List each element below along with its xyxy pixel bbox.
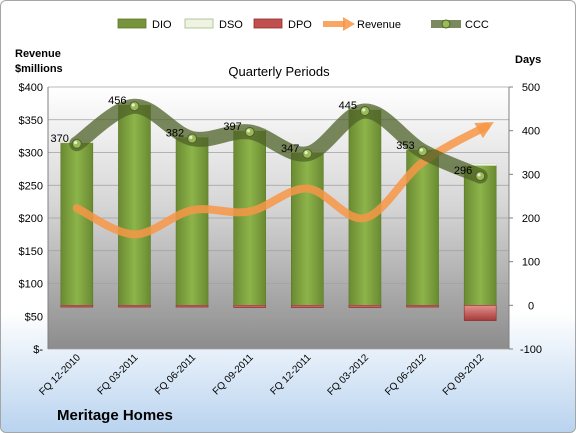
right-tick-label: 500 [522, 82, 540, 94]
ccc-point [359, 106, 370, 117]
ccc-data-label: 347 [281, 143, 299, 155]
dpo-bar [118, 305, 151, 308]
dpo-bar [463, 305, 497, 321]
x-tick-label-fq-03-2011: FQ 03-2011 [96, 352, 141, 397]
left-tick-label: $300 [19, 148, 43, 160]
legend-label-ccc: CCC [465, 19, 489, 31]
ccc-point-highlight [419, 148, 423, 152]
right-tick-label: 300 [522, 169, 540, 181]
dpo-bar [291, 305, 324, 308]
x-tick-label-fq-06-2012: FQ 06-2012 [383, 352, 429, 398]
x-tick-label-fq-03-2012: FQ 03-2012 [326, 352, 372, 398]
ccc-point [187, 133, 198, 144]
dio-bar [60, 142, 94, 306]
right-axis-ticks: -100 0 100 200 300 400 500 [508, 82, 542, 356]
x-tick-label-fq-09-2011: FQ 09-2011 [211, 352, 256, 397]
dpo-bar [233, 305, 266, 308]
ccc-point-highlight [131, 103, 135, 107]
legend-swatch-revenue-head [343, 17, 355, 31]
legend-label-dio: DIO [152, 19, 172, 31]
left-tick-label: $100 [19, 279, 43, 291]
dio-bar [291, 152, 324, 306]
ccc-point-highlight [246, 129, 251, 133]
x-tick-label-fq-09-2012: FQ 09-2012 [441, 352, 487, 398]
right-axis-label: Days [515, 54, 541, 66]
x-axis-ticks: FQ 12-2010 FQ 03-2011 FQ 06-2011 FQ 09-2011… [37, 352, 486, 398]
ccc-point [129, 101, 140, 112]
ccc-point-highlight [304, 151, 308, 155]
x-tick-label-fq-12-2011: FQ 12-2011 [268, 352, 313, 397]
legend-swatch-dso [184, 18, 214, 29]
left-tick-label: $150 [19, 246, 43, 258]
x-tick-label-fq-12-2010: FQ 12-2010 [37, 352, 83, 398]
legend: DIO DSO DPO Revenue CCC [117, 17, 489, 31]
right-tick-label: 200 [522, 213, 540, 225]
left-tick-label: $- [33, 344, 43, 356]
revenue-line [72, 121, 494, 239]
ccc-point-highlight [362, 108, 366, 112]
ccc-data-label: 382 [166, 128, 184, 140]
left-axis-label-line1: Revenue [15, 48, 61, 60]
ccc-point-highlight [477, 173, 481, 177]
ccc-point [71, 138, 82, 149]
right-tick-label: 0 [528, 300, 534, 312]
legend-swatch-dio [117, 18, 147, 29]
right-tick-label: 100 [522, 257, 540, 269]
dpo-bar [60, 305, 94, 308]
dpo-bar [348, 305, 382, 308]
dio-bar [118, 104, 151, 306]
right-tick-label: 400 [522, 126, 540, 138]
legend-label-dso: DSO [219, 19, 243, 31]
dio-bar [233, 130, 266, 306]
legend-label-dpo: DPO [288, 19, 312, 31]
ccc-point-highlight [189, 135, 193, 139]
ccc-point-highlight [74, 140, 78, 145]
bars [60, 102, 497, 321]
left-tick-label: $250 [19, 180, 43, 192]
ccc-data-label: 397 [223, 121, 241, 133]
dio-bar [463, 165, 497, 306]
left-tick-label: $400 [19, 82, 43, 94]
chart-title: Quarterly Periods [228, 64, 330, 79]
company-name: Meritage Homes [57, 407, 173, 424]
ccc-data-label: 445 [339, 100, 357, 112]
dpo-bar [406, 305, 439, 308]
dio-bar [175, 136, 209, 306]
right-tick-label: -100 [520, 344, 542, 356]
legend-label-revenue: Revenue [357, 19, 401, 31]
x-tick-label-fq-06-2011: FQ 06-2011 [153, 352, 198, 397]
left-axis-ticks: $- $50 $100 $150 $200 $250 $300 $350 $400 [19, 82, 49, 356]
left-tick-label: $350 [19, 115, 43, 127]
ccc-point [475, 171, 486, 182]
left-tick-label: $50 [25, 311, 43, 323]
ccc-data-label: 353 [396, 140, 414, 152]
ccc-data-label: 456 [108, 95, 126, 107]
ccc-point [244, 126, 255, 137]
legend-swatch-ccc-point [441, 19, 451, 29]
legend-swatch-dpo [253, 18, 283, 29]
ccc-data-label: 296 [454, 165, 472, 177]
ccc-labels: 370 456 382 397 347 445 353 296 [50, 95, 486, 182]
left-axis-label-line2: $millions [15, 63, 63, 75]
dpo-bar [175, 305, 209, 308]
ccc-point [302, 148, 313, 159]
left-tick-label: $200 [19, 213, 43, 225]
ccc-data-label: 370 [50, 133, 68, 145]
ccc-point [417, 146, 428, 157]
